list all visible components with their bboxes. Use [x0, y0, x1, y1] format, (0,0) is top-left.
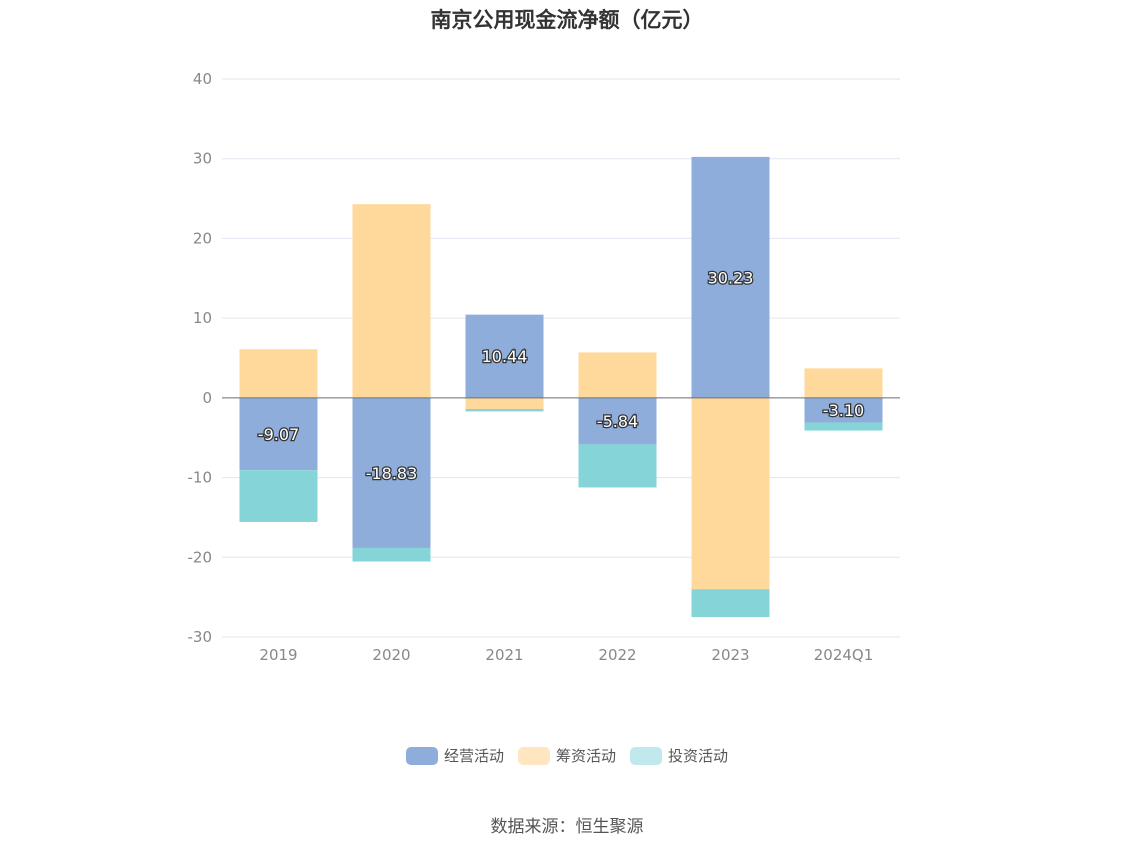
bar-2-2020[interactable] — [352, 547, 431, 562]
grid-lines — [222, 78, 900, 638]
x-tick-label: 2022 — [598, 646, 636, 664]
x-tick-label: 2020 — [372, 646, 410, 664]
legend-label-operating: 经营活动 — [443, 747, 504, 765]
bar-1-2021[interactable] — [465, 397, 544, 410]
bar-2-2024Q1[interactable] — [804, 422, 883, 431]
data-label: -18.83 — [366, 464, 418, 483]
y-tick-label: 10 — [193, 309, 212, 327]
bar-1-2023[interactable] — [691, 397, 770, 590]
y-tick-label: -30 — [188, 628, 213, 646]
chart-title: 南京公用现金流净额（亿元） — [430, 8, 704, 32]
y-tick-label: -20 — [188, 548, 213, 566]
bar-2-2019[interactable] — [239, 470, 318, 522]
bar-0-2021[interactable] — [465, 314, 544, 398]
legend-swatch-operating — [405, 746, 438, 765]
bar-2-2021[interactable] — [465, 409, 544, 412]
data-labels: -9.07 -18.83 10.44 -5.84 30.23 -3.10 — [257, 267, 866, 484]
x-tick-label: 2019 — [259, 646, 297, 664]
legend-item-financing[interactable]: 筹资活动 — [517, 745, 616, 766]
bar-0-2024Q1[interactable] — [804, 397, 883, 423]
bar-2-2022[interactable] — [578, 444, 657, 488]
bar-0-2020[interactable] — [352, 397, 431, 548]
legend-swatch-financing — [517, 746, 550, 765]
bar-1-2022[interactable] — [578, 352, 657, 398]
chart-area: -9.07 -18.83 10.44 -5.84 30.23 -3.10 40 30 20 10… — [188, 70, 900, 664]
legend-label-financing: 筹资活动 — [555, 747, 616, 765]
data-label: -9.07 — [258, 425, 299, 444]
legend-item-operating[interactable]: 经营活动 — [405, 745, 504, 766]
data-label: -5.84 — [597, 412, 638, 431]
bar-1-2020[interactable] — [352, 204, 431, 398]
bars — [239, 156, 883, 618]
axis-ticks: 40 30 20 10 0 -10 -20 -30 2019 2020 2021 2022 2023 20… — [188, 70, 874, 664]
bar-0-2023[interactable] — [691, 156, 770, 398]
data-label: 10.44 — [482, 347, 528, 366]
bar-1-2024Q1[interactable] — [804, 368, 883, 398]
x-tick-label: 2024Q1 — [814, 646, 874, 664]
bar-0-2022[interactable] — [578, 397, 657, 445]
bar-0-2019[interactable] — [239, 397, 318, 471]
legend-item-investing[interactable]: 投资活动 — [630, 745, 728, 766]
x-tick-label: 2021 — [485, 646, 523, 664]
source-note: 数据来源：恒生聚源 — [490, 817, 644, 837]
y-tick-label: 0 — [202, 389, 212, 407]
legend-swatch-investing — [630, 746, 662, 765]
y-tick-label: -10 — [188, 469, 213, 487]
bar-1-2019[interactable] — [239, 349, 318, 398]
y-tick-label: 40 — [193, 70, 212, 88]
y-tick-label: 30 — [193, 150, 212, 168]
y-tick-label: 20 — [193, 229, 212, 247]
x-tick-label: 2023 — [711, 646, 749, 664]
data-label: -3.10 — [823, 401, 864, 420]
bar-2-2023[interactable] — [691, 589, 770, 618]
legend-label-investing: 投资活动 — [668, 747, 729, 765]
legend: 经营活动 筹资活动 投资活动 — [0, 745, 1134, 766]
data-label: 30.23 — [708, 268, 754, 287]
